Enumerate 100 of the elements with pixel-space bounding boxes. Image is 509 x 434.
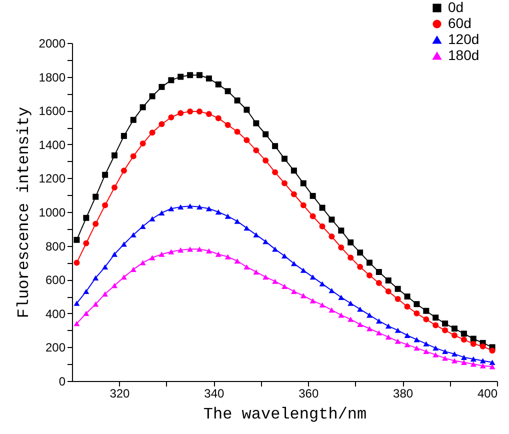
point [394,286,401,292]
point [489,360,496,366]
point [262,238,269,244]
point [83,288,90,294]
y-tick-label: 400 [45,306,66,321]
point [158,210,165,216]
point [452,326,458,332]
point [357,264,364,270]
point [282,284,288,289]
point [74,260,80,266]
point [187,72,194,78]
point [290,168,297,174]
point [394,328,401,333]
point [168,77,174,84]
point [423,308,430,314]
y-tick-label: 1000 [38,206,66,220]
y-axis-title: Fluorescence intensity [14,106,33,318]
point [244,264,250,270]
point [224,88,231,94]
point [168,249,174,254]
point [366,326,372,332]
point [215,115,222,122]
y-tick-label: 800 [45,239,66,254]
point [206,248,212,254]
point [206,110,212,117]
point [470,362,476,367]
point [290,260,297,266]
point [112,282,118,288]
point [489,364,496,370]
y-tick-label: 600 [45,273,66,288]
point [102,291,108,297]
point [432,352,439,358]
point [244,225,250,231]
point [414,301,420,308]
point [272,143,278,150]
point [348,300,354,306]
point [253,120,260,126]
point [385,334,392,340]
point [376,318,382,324]
point [348,316,354,322]
x-tick-label: 360 [298,386,319,400]
point [224,214,231,219]
point [168,206,174,212]
point [187,246,194,252]
point [206,75,212,82]
point [460,360,467,366]
point [385,277,392,284]
point [376,330,382,336]
point [253,147,260,154]
legend-label: 120d [448,31,480,47]
point [244,106,250,113]
point [357,306,364,312]
point [319,204,326,211]
point [470,340,476,347]
point [432,345,439,351]
point [234,97,240,104]
point [442,327,448,334]
point [262,157,269,164]
point [149,130,156,136]
point [262,274,269,280]
point [92,220,99,227]
point [215,209,222,215]
point [215,81,222,88]
point [272,246,278,252]
point [196,72,202,78]
point [244,137,250,144]
point [394,338,401,344]
point [385,323,392,329]
point [319,223,326,230]
point [442,356,448,361]
point [357,250,364,256]
point [366,260,372,266]
point [338,244,344,250]
point [300,293,306,298]
point [282,156,288,162]
point [130,266,136,272]
point [102,202,108,208]
point [394,296,401,302]
point [404,294,410,300]
point [328,234,335,240]
x-tick-label: 320 [110,386,130,400]
point [376,268,382,275]
point [92,194,99,200]
point [414,345,420,351]
point [120,132,127,139]
point [92,275,99,281]
point [328,288,335,294]
point [423,316,430,322]
point [158,121,165,128]
point [300,180,306,186]
point [178,110,184,116]
point [178,204,184,210]
point [196,246,202,252]
x-tick-label: 380 [393,386,414,400]
point [480,343,486,350]
point [328,216,335,223]
point [206,206,212,212]
point [480,358,486,364]
point [460,336,467,343]
point [112,152,118,158]
